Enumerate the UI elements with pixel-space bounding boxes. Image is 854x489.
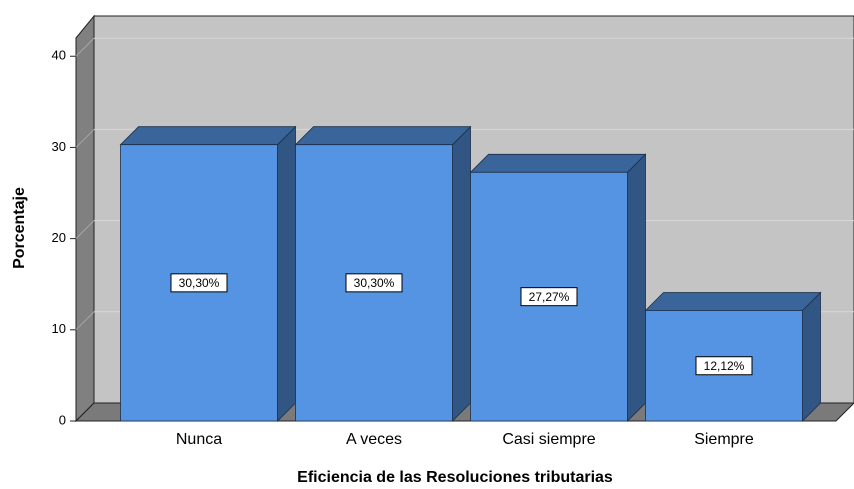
value-label-box bbox=[695, 356, 753, 376]
bar-side bbox=[277, 125, 296, 422]
value-label: 27,27% bbox=[529, 290, 570, 304]
bar-top bbox=[644, 292, 822, 311]
x-tick-label: Casi siempre bbox=[502, 431, 595, 448]
grid-line bbox=[75, 37, 95, 57]
value-label: 12,12% bbox=[704, 359, 745, 373]
y-tick-label: 0 bbox=[59, 412, 66, 427]
y-tick-label: 20 bbox=[52, 230, 66, 245]
bar-top bbox=[119, 126, 297, 146]
grid-line bbox=[75, 311, 95, 331]
bar-side bbox=[627, 153, 646, 422]
value-label: 30,30% bbox=[354, 276, 395, 290]
value-label: 30,30% bbox=[179, 276, 220, 290]
value-label-box bbox=[520, 287, 578, 307]
y-tick-label: 30 bbox=[52, 139, 66, 154]
y-tick-label: 10 bbox=[52, 321, 66, 336]
bar-side bbox=[802, 291, 821, 422]
bar-top bbox=[469, 153, 647, 173]
y-tick-label: 40 bbox=[52, 48, 66, 63]
y-axis-title: Porcentaje bbox=[11, 187, 28, 269]
bar-side bbox=[452, 125, 471, 422]
value-label-box bbox=[345, 273, 403, 293]
x-axis-title: Eficiencia de las Resoluciones tributari… bbox=[297, 469, 613, 486]
grid-line bbox=[75, 129, 95, 148]
x-tick-label: Nunca bbox=[176, 431, 222, 448]
grid-line bbox=[75, 220, 95, 239]
x-tick-label: A veces bbox=[346, 431, 402, 448]
x-tick-label: Siempre bbox=[694, 431, 754, 448]
bar-top bbox=[294, 126, 472, 146]
side-wall bbox=[75, 14, 95, 423]
value-label-box bbox=[170, 273, 228, 293]
